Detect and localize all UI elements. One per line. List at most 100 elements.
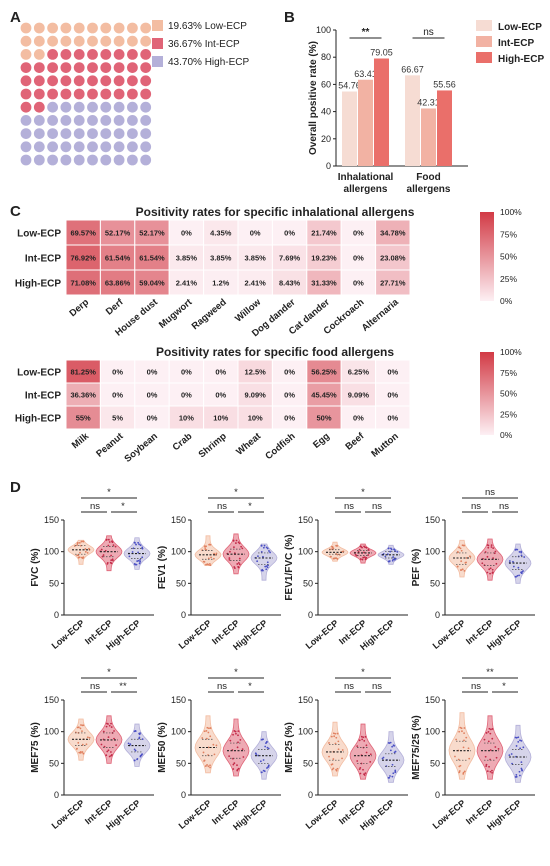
data-point: [454, 755, 456, 758]
data-point: [133, 759, 136, 762]
col-label: Derf: [104, 296, 126, 317]
data-point: [461, 568, 464, 571]
data-point: [391, 763, 394, 766]
heat-cell: [237, 219, 273, 246]
data-point: [489, 732, 492, 735]
heat-cell: [306, 269, 342, 296]
data-point: [269, 551, 272, 554]
data-point: [389, 749, 392, 752]
data-point: [330, 735, 333, 738]
data-point: [110, 754, 113, 756]
y-axis-label: FEV1/FVC (%): [284, 534, 295, 600]
waffle-dot: [20, 75, 32, 87]
data-point: [341, 749, 344, 751]
data-point: [365, 744, 368, 747]
data-point: [335, 557, 338, 560]
cell-value: 34.78%: [380, 229, 406, 238]
waffle-dot: [140, 115, 152, 126]
data-point: [209, 727, 212, 729]
data-point: [491, 769, 493, 772]
data-point: [235, 732, 237, 735]
waffle-dot: [140, 35, 152, 47]
data-point: [363, 545, 365, 548]
legend-label-2: 43.70% High-ECP: [168, 57, 249, 68]
y-tick-label: 150: [425, 695, 440, 705]
data-point: [110, 554, 112, 557]
data-point: [133, 562, 136, 565]
data-point: [232, 733, 234, 736]
heat-cell: [168, 269, 205, 296]
data-point: [260, 738, 263, 741]
legend-label-1: 36.67% Int-ECP: [168, 39, 240, 50]
data-point: [514, 548, 517, 551]
data-point: [490, 546, 493, 548]
cell-value: 7.69%: [279, 254, 301, 263]
sig-label: *: [107, 487, 111, 498]
sig-label: *: [234, 487, 238, 498]
data-point: [495, 562, 498, 565]
data-point: [392, 556, 395, 558]
data-point: [103, 745, 106, 748]
data-point: [359, 545, 362, 548]
waffle-dot: [140, 141, 152, 153]
legend-label-0: 19.63% Low-ECP: [168, 21, 247, 32]
x-group-label: Low-ECP: [304, 618, 341, 651]
data-point: [215, 744, 218, 747]
data-point: [508, 560, 511, 562]
waffle-dot: [100, 128, 112, 140]
data-point: [389, 550, 392, 553]
panel-label-B: B: [284, 9, 295, 26]
data-point: [360, 735, 363, 738]
data-point: [332, 557, 335, 560]
data-point: [515, 736, 518, 739]
waffle-dot: [33, 75, 45, 87]
data-point: [237, 767, 240, 770]
waffle-dot: [100, 141, 112, 153]
waffle-dot: [100, 154, 112, 166]
waffle-dot: [73, 62, 85, 73]
col-label: Shrimp: [197, 431, 229, 461]
legend-swatch-High-ECP: [476, 52, 492, 63]
y-tick-label: 150: [298, 695, 313, 705]
cell-value: 50%: [316, 414, 331, 423]
data-point: [78, 541, 81, 544]
col-label: Beef: [343, 430, 366, 452]
bar-value-label: 63.41: [354, 69, 377, 79]
data-point: [489, 572, 491, 575]
data-point: [460, 727, 463, 730]
data-point: [483, 738, 486, 741]
x-group-label: Low-ECP: [304, 798, 341, 831]
cell-value: 0%: [387, 391, 398, 400]
data-point: [487, 740, 490, 743]
y-tick-label: 40: [321, 107, 331, 117]
data-point: [463, 739, 465, 742]
data-point: [332, 767, 335, 770]
data-point: [203, 759, 206, 762]
data-point: [491, 728, 494, 730]
bar-Low-ECP-1: [405, 75, 420, 166]
waffle-dot: [33, 154, 45, 166]
colorbar: [480, 352, 494, 435]
data-point: [510, 753, 513, 755]
data-point: [359, 772, 362, 775]
bar-Int-ECP-0: [358, 79, 373, 166]
data-point: [259, 760, 262, 763]
waffle-dot: [60, 88, 72, 100]
data-point: [212, 557, 215, 560]
cell-value: 10%: [179, 414, 194, 423]
y-tick-label: 0: [54, 790, 59, 800]
data-point: [519, 774, 521, 777]
y-tick-label: 80: [321, 52, 331, 62]
cell-value: 71.08%: [70, 279, 96, 288]
cell-value: 5%: [112, 414, 123, 423]
cell-value: 0%: [387, 414, 398, 423]
cell-value: 31.33%: [311, 279, 337, 288]
data-point: [256, 560, 259, 563]
y-axis-label: Overall positive rate (%): [308, 41, 319, 155]
y-tick-label: 150: [44, 695, 59, 705]
y-tick-label: 50: [430, 578, 440, 588]
violin-Low-ECP: [194, 715, 222, 774]
colorbar-tick: 100%: [500, 207, 522, 217]
data-point: [241, 748, 244, 751]
